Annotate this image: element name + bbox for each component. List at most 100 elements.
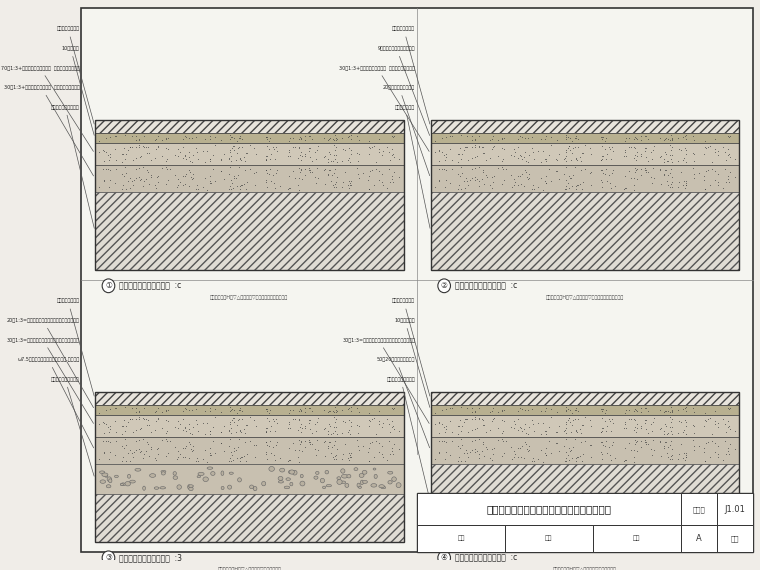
Point xyxy=(373,135,385,144)
Text: 石材（六面处理）: 石材（六面处理） xyxy=(56,26,94,124)
Point xyxy=(564,133,576,142)
Text: 宝达坚坚厢法沥土杆板: 宝达坚坚厢法沥土杆板 xyxy=(51,377,94,476)
Point xyxy=(521,446,534,455)
Point xyxy=(625,415,637,424)
Point xyxy=(162,134,174,143)
Point xyxy=(665,436,677,445)
Point xyxy=(606,415,618,424)
Point xyxy=(478,149,490,158)
Point xyxy=(635,136,647,145)
Ellipse shape xyxy=(373,468,376,470)
Point xyxy=(566,408,578,417)
Point xyxy=(563,171,575,180)
Bar xyxy=(431,392,739,542)
Ellipse shape xyxy=(221,471,224,475)
Point xyxy=(596,151,608,160)
Point xyxy=(722,417,734,426)
Point xyxy=(480,170,492,180)
Point xyxy=(465,426,477,435)
Bar xyxy=(431,405,739,415)
Point xyxy=(330,182,342,191)
Ellipse shape xyxy=(227,485,232,489)
Point xyxy=(596,426,608,435)
Point xyxy=(469,135,481,144)
Point xyxy=(585,440,597,449)
Point xyxy=(330,454,342,463)
Point xyxy=(534,407,546,416)
Point xyxy=(619,420,631,429)
Point xyxy=(172,174,184,184)
Point xyxy=(465,165,477,174)
Point xyxy=(312,142,325,151)
Point xyxy=(172,424,184,433)
Point xyxy=(663,141,676,150)
Point xyxy=(516,427,528,436)
Point xyxy=(629,406,641,416)
Point xyxy=(261,455,273,464)
Point xyxy=(323,147,335,156)
Point xyxy=(364,166,376,175)
Point xyxy=(559,456,572,465)
Point xyxy=(496,434,508,443)
Point xyxy=(201,146,213,155)
Point xyxy=(576,421,588,430)
Point xyxy=(559,154,572,163)
Point xyxy=(124,445,136,454)
Point xyxy=(120,422,132,431)
Point xyxy=(125,142,138,152)
Text: 原建筑象筋活为二径板: 原建筑象筋活为二径板 xyxy=(386,377,430,500)
Point xyxy=(318,165,330,174)
Point xyxy=(675,439,687,449)
Point xyxy=(386,417,398,426)
Point xyxy=(150,417,162,426)
Point xyxy=(473,454,485,463)
Point xyxy=(387,450,399,459)
Point xyxy=(680,448,692,457)
Point xyxy=(109,145,121,154)
Point xyxy=(161,426,173,435)
Text: 石材（元防水、元垫层）  :c: 石材（元防水、元垫层） :c xyxy=(455,281,518,290)
Point xyxy=(666,151,678,160)
Point xyxy=(233,405,245,414)
Point xyxy=(293,151,306,160)
Point xyxy=(329,451,341,461)
Point xyxy=(574,425,586,434)
Point xyxy=(303,165,315,174)
Point xyxy=(724,403,736,412)
Point xyxy=(496,180,508,189)
Point xyxy=(632,424,644,433)
Point xyxy=(600,405,612,414)
Point xyxy=(540,448,552,457)
Point xyxy=(344,453,356,462)
Point xyxy=(261,141,273,150)
Point xyxy=(496,416,508,425)
Point xyxy=(152,449,164,458)
Point xyxy=(265,448,277,457)
Point xyxy=(562,141,575,150)
Point xyxy=(261,132,274,141)
Point xyxy=(299,165,311,174)
Point xyxy=(373,148,385,157)
Bar xyxy=(417,526,505,552)
Point xyxy=(160,405,172,414)
Ellipse shape xyxy=(109,479,112,483)
Point xyxy=(209,132,221,141)
Text: J1.01: J1.01 xyxy=(724,504,745,514)
Point xyxy=(324,165,336,174)
Point xyxy=(143,149,155,158)
Point xyxy=(648,446,660,455)
Point xyxy=(488,444,500,453)
Point xyxy=(230,173,242,182)
Point xyxy=(429,136,441,145)
Point xyxy=(729,426,741,435)
Point xyxy=(135,174,147,184)
Point xyxy=(723,149,735,158)
Point xyxy=(688,170,700,179)
Point xyxy=(103,454,116,463)
Point xyxy=(484,453,496,462)
Point xyxy=(584,441,596,450)
Point xyxy=(160,416,172,425)
Point xyxy=(454,444,466,453)
Point xyxy=(560,133,572,142)
Point xyxy=(299,149,311,158)
